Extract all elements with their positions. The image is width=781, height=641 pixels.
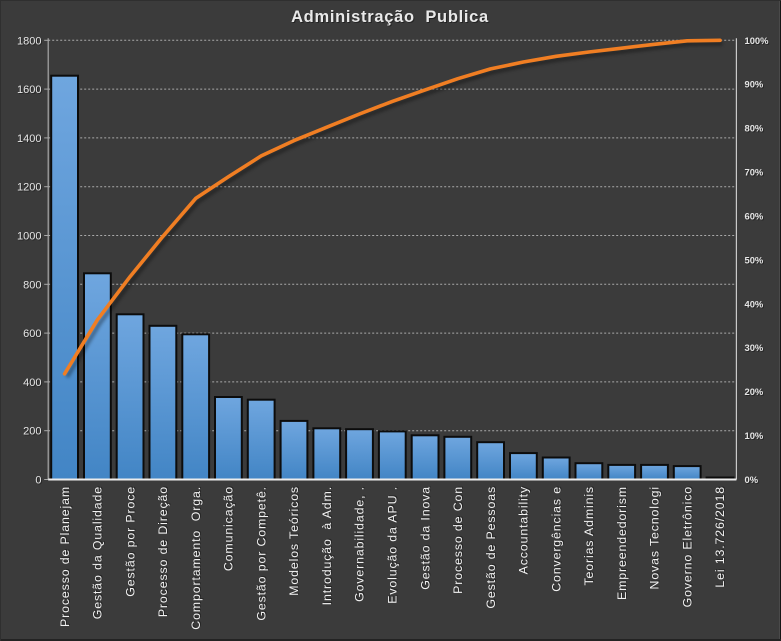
svg-text:Administração Publica: Administração Publica [292,9,490,27]
svg-text:50%: 50% [746,255,765,266]
svg-text:Teorias Adminis: Teorias Adminis [583,485,597,585]
svg-text:Comportamento Orga.: Comportamento Orga. [189,486,203,630]
svg-text:Gestão por Proce: Gestão por Proce [124,485,138,596]
svg-text:0: 0 [35,475,41,487]
svg-text:1200: 1200 [18,183,42,195]
svg-text:1400: 1400 [17,133,41,145]
svg-text:60%: 60% [746,212,765,223]
svg-text:Novas Tecnologi: Novas Tecnologi [649,485,663,588]
svg-text:30%: 30% [746,343,765,354]
svg-text:Comportamento Orga.: Comportamento Orga. [190,485,204,629]
svg-text:Novas Tecnologi: Novas Tecnologi [648,486,662,589]
svg-text:Convergências e: Convergências e [550,485,564,591]
svg-text:90%: 90% [746,80,765,91]
svg-text:Processo de Planejam: Processo de Planejam [59,485,73,626]
svg-text:Processo de Planejam: Processo de Planejam [58,486,72,627]
svg-text:400: 400 [23,377,41,389]
svg-text:200: 200 [24,427,42,439]
svg-text:Gestão da Inova: Gestão da Inova [418,486,432,590]
svg-text:600: 600 [24,329,42,341]
svg-text:Gestão de Pessoas: Gestão de Pessoas [484,486,498,609]
svg-text:Convergências e: Convergências e [549,486,563,592]
svg-text:Empreendedorism: Empreendedorism [615,486,629,600]
svg-text:1600: 1600 [17,84,41,96]
svg-text:Gestão por Competê.: Gestão por Competê. [255,485,269,620]
svg-text:Processo de Direção: Processo de Direção [157,485,171,616]
svg-text:80%: 80% [746,124,765,135]
svg-text:Comunicação: Comunicação [223,485,237,570]
svg-text:Administração Publica: Administração Publica [291,8,489,26]
svg-text:Processo de Con: Processo de Con [452,485,466,593]
svg-text:Evolução da APU .: Evolução da APU . [387,485,401,603]
svg-text:30%: 30% [745,342,764,353]
svg-text:400: 400 [24,378,42,390]
svg-text:600: 600 [23,328,41,340]
svg-text:Introdução à Adm.: Introdução à Adm. [320,486,334,605]
svg-text:70%: 70% [745,167,764,178]
svg-text:Gestão da Inova: Gestão da Inova [419,485,433,589]
svg-text:20%: 20% [746,387,765,398]
svg-text:Processo de Direção: Processo de Direção [156,486,170,617]
svg-text:Gestão de Pessoas: Gestão de Pessoas [485,485,499,608]
svg-text:Introdução à Adm.: Introdução à Adm. [321,485,335,604]
svg-text:10%: 10% [745,430,764,441]
svg-text:80%: 80% [745,123,764,134]
svg-text:60%: 60% [745,211,764,222]
svg-text:1600: 1600 [18,85,42,97]
svg-text:1000: 1000 [18,232,42,244]
svg-text:10%: 10% [746,431,765,442]
svg-text:100%: 100% [746,36,771,47]
svg-text:Gestão por Proce: Gestão por Proce [123,486,137,597]
svg-text:Gestão da Qualidade: Gestão da Qualidade [92,485,106,618]
svg-text:40%: 40% [746,299,765,310]
svg-text:800: 800 [23,279,41,291]
svg-text:Gestão da Qualidade: Gestão da Qualidade [91,486,105,619]
svg-text:0%: 0% [745,474,759,485]
svg-text:1800: 1800 [17,35,41,47]
svg-text:0%: 0% [746,475,760,486]
svg-text:1000: 1000 [17,231,41,243]
svg-text:1800: 1800 [18,36,42,48]
svg-text:20%: 20% [745,386,764,397]
svg-text:Lei 13.726/2018: Lei 13.726/2018 [714,485,728,587]
svg-text:Governabilidade, .: Governabilidade, . [353,486,367,602]
svg-text:Governabilidade, .: Governabilidade, . [354,485,368,601]
svg-text:Modelos Teóricos: Modelos Teóricos [288,485,302,595]
svg-text:Evolução da APU .: Evolução da APU . [386,486,400,604]
svg-text:40%: 40% [745,298,764,309]
svg-text:50%: 50% [745,254,764,265]
svg-text:Accountability: Accountability [518,485,532,573]
svg-text:Modelos Teóricos: Modelos Teóricos [287,486,301,596]
svg-text:100%: 100% [745,35,770,46]
svg-text:200: 200 [23,426,41,438]
svg-text:Governo Eletrônico: Governo Eletrônico [680,486,694,607]
svg-text:Lei 13.726/2018: Lei 13.726/2018 [713,486,727,588]
svg-text:Comunicação: Comunicação [222,486,236,571]
svg-text:Gestão por Competê.: Gestão por Competê. [254,486,268,621]
svg-text:1400: 1400 [18,134,42,146]
svg-text:1200: 1200 [17,182,41,194]
svg-text:Teorias Adminis: Teorias Adminis [582,486,596,586]
svg-text:70%: 70% [746,168,765,179]
svg-text:0: 0 [36,476,42,488]
svg-text:90%: 90% [745,79,764,90]
svg-text:Processo de Con: Processo de Con [451,486,465,594]
svg-text:800: 800 [24,280,42,292]
svg-text:Empreendedorism: Empreendedorism [616,485,630,599]
svg-text:Governo Eletrônico: Governo Eletrônico [681,485,695,606]
svg-text:Accountability: Accountability [517,486,531,574]
